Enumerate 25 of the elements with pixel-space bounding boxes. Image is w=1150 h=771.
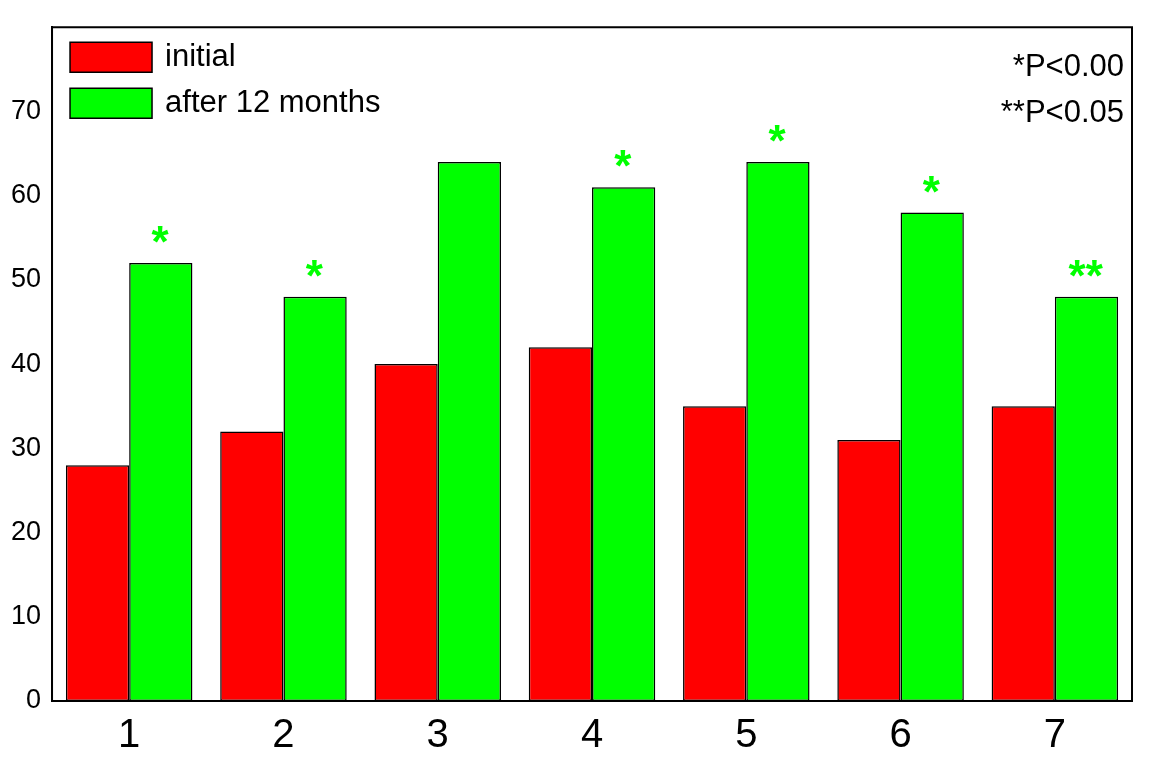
x-tick-label: 1 [118,711,141,756]
y-tick-label: 10 [10,600,42,631]
y-tick-label: 60 [10,179,42,210]
y-tick-label: 30 [10,431,42,462]
y-tick-label: 70 [10,94,42,125]
y-tick-label: 0 [26,684,42,715]
y-tick-label: 20 [10,516,42,546]
annotation: *P<0.00 [1012,47,1124,83]
annotation: * [768,116,787,166]
x-tick-label: 5 [735,711,758,756]
legend-label: after 12 months [165,83,381,119]
y-tick-label: 40 [10,347,42,378]
annotation: * [151,217,170,267]
legend-label: initial [165,37,236,73]
x-tick-label: 6 [889,711,912,756]
annotation: * [922,166,941,216]
x-tick-label: 7 [1043,711,1066,756]
annotation: ** [1068,250,1104,300]
x-tick-label: 4 [580,711,604,756]
y-tick-label: 50 [10,263,42,294]
annotation: * [305,250,324,300]
x-tick-label: 2 [272,711,295,756]
annotation: **P<0.05 [1000,93,1124,129]
annotation: * [614,141,633,191]
x-tick-label: 3 [426,711,449,756]
